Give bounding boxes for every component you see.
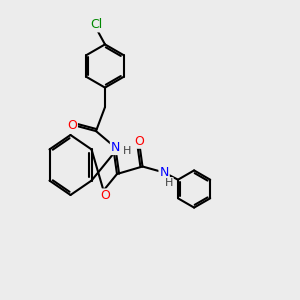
Text: Cl: Cl <box>90 18 102 32</box>
Text: N: N <box>159 166 169 179</box>
Text: N: N <box>111 141 120 154</box>
Text: H: H <box>123 146 131 156</box>
Text: O: O <box>67 118 77 132</box>
Text: O: O <box>135 135 144 148</box>
Text: H: H <box>164 178 173 188</box>
Text: O: O <box>100 189 110 203</box>
